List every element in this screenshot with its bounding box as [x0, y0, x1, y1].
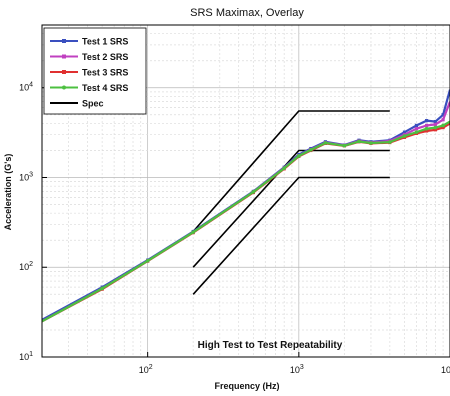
series-point: [424, 119, 429, 123]
x-tick-label: 104: [441, 364, 450, 375]
legend-marker: [62, 54, 66, 59]
series-point: [191, 230, 195, 234]
legend-label: Spec: [82, 99, 104, 109]
series-lines: [41, 89, 450, 323]
series-point: [414, 130, 419, 134]
series-point: [414, 127, 419, 131]
legend-marker: [62, 70, 66, 74]
y-tick-label: 104: [19, 82, 33, 93]
series-point: [424, 126, 429, 131]
annotation-text: High Test to Test Repeatability: [198, 340, 343, 351]
x-tick-label: 103: [290, 364, 304, 375]
plot-frame: [41, 24, 450, 358]
series-point: [424, 123, 429, 128]
series-point: [414, 123, 419, 128]
y-tick-label: 103: [19, 171, 33, 182]
legend: Test 1 SRS Test 2 SRS Test 3 SRS Test 4 SRS…: [43, 27, 147, 115]
y-tick-label: 101: [19, 351, 33, 362]
series-point: [433, 125, 438, 130]
x-axis-label: Frequency (Hz): [214, 381, 279, 391]
series-point: [282, 166, 286, 170]
series-point: [357, 139, 361, 144]
y-tick-labels: 101 102 103 104: [19, 82, 47, 362]
series-point: [424, 129, 429, 133]
legend-label: Test 1 SRS: [82, 37, 128, 47]
series-point: [388, 140, 392, 144]
series-point: [433, 119, 437, 124]
series-point: [297, 154, 301, 158]
series-point: [433, 128, 437, 132]
series-point: [251, 190, 256, 194]
series-point: [441, 123, 445, 128]
series-point: [441, 113, 445, 117]
legend-label: Test 4 SRS: [82, 83, 128, 93]
series-point: [369, 141, 373, 145]
series-point: [309, 148, 313, 152]
series-point: [100, 286, 104, 291]
x-tick-label: 102: [139, 364, 153, 375]
legend-label: Test 3 SRS: [82, 68, 128, 78]
legend-marker: [62, 39, 66, 43]
series-point: [323, 141, 328, 145]
y-axis-label: Acceleration (G's): [3, 154, 13, 231]
series-point: [441, 125, 445, 130]
spec-line: [192, 149, 390, 268]
spec-line: [192, 110, 390, 233]
series-point: [433, 122, 437, 127]
spec-line: [192, 176, 390, 295]
series-point: [342, 143, 347, 148]
chart-title: SRS Maximax, Overlay: [190, 7, 304, 19]
series-point: [402, 130, 407, 134]
series-point: [145, 258, 150, 263]
series-point: [402, 134, 407, 138]
series-point: [441, 118, 445, 122]
x-tick-labels: 102 103 104: [139, 352, 450, 375]
legend-label: Test 2 SRS: [82, 52, 128, 62]
legend-marker: [62, 85, 66, 90]
y-tick-label: 102: [19, 261, 33, 272]
spec-lines: [192, 110, 390, 295]
